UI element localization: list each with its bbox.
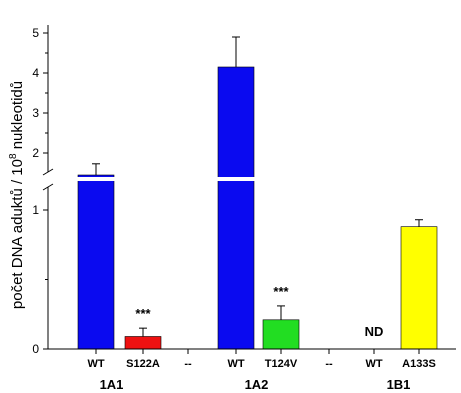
bar bbox=[78, 175, 114, 349]
y-tick-label: 2 bbox=[32, 146, 39, 160]
x-tick-label: WT bbox=[87, 358, 104, 370]
y-axis-label-main: počet DNA aduktů / 10 bbox=[9, 159, 26, 309]
group-label: 1B1 bbox=[387, 377, 411, 392]
x-tick-label: -- bbox=[184, 358, 192, 370]
significance-label: *** bbox=[273, 284, 289, 299]
group-label: 1A1 bbox=[100, 377, 124, 392]
bar-break-gap bbox=[217, 177, 255, 181]
y-tick-label: 4 bbox=[32, 66, 39, 80]
x-tick-label: T124V bbox=[265, 358, 298, 370]
y-tick-label: 0 bbox=[32, 342, 39, 356]
y-tick-label: 3 bbox=[32, 106, 39, 120]
y-axis-label-unit: nukleotidů bbox=[9, 81, 26, 154]
plot-area: *** *** ND 2 3 4 5 0 1 WT S122A -- WT T124V -- WT A133S 1… bbox=[32, 25, 456, 392]
y-tick-label: 1 bbox=[32, 203, 39, 217]
bar bbox=[125, 336, 161, 349]
bar bbox=[401, 227, 437, 349]
bar-break-gap bbox=[77, 177, 115, 181]
x-tick-label: WT bbox=[227, 358, 244, 370]
x-tick-label: A133S bbox=[402, 358, 436, 370]
y-axis-label: počet DNA aduktů / 108 nukleotidů bbox=[8, 81, 26, 309]
significance-label: *** bbox=[135, 306, 151, 321]
group-label: 1A2 bbox=[245, 377, 269, 392]
x-tick-label: WT bbox=[365, 358, 382, 370]
y-tick-label: 5 bbox=[32, 26, 39, 40]
x-tick-label: S122A bbox=[126, 358, 160, 370]
bar bbox=[218, 67, 254, 349]
bar bbox=[263, 320, 299, 349]
bar-annotation-nd: ND bbox=[365, 324, 384, 339]
x-tick-label: -- bbox=[325, 358, 333, 370]
